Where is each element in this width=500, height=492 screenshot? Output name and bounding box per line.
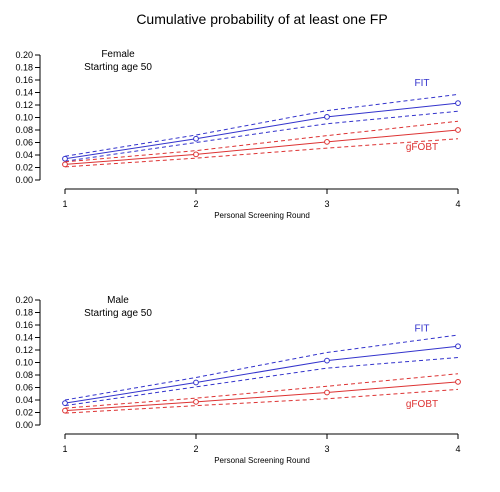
y-tick-label: 0.12 xyxy=(15,100,33,110)
series-line xyxy=(64,129,459,165)
y-tick-label: 0.18 xyxy=(15,308,33,318)
data-point xyxy=(455,343,461,350)
x-axis-label: Personal Screening Round xyxy=(214,456,310,465)
data-point xyxy=(62,407,68,414)
data-point xyxy=(193,135,199,142)
y-tick-label: 0.06 xyxy=(15,383,33,393)
data-point xyxy=(455,378,461,385)
panel-male: 0.00 0.02 0.04 0.06 0.08 0.10 0.12 0.14 0.16 0.18… xyxy=(15,295,461,465)
data-point xyxy=(455,100,461,107)
y-tick-label: 0.20 xyxy=(15,295,33,305)
y-tick-label: 0.14 xyxy=(15,88,33,98)
series-label: gFOBT xyxy=(406,142,438,153)
y-tick-label: 0.16 xyxy=(15,320,33,330)
y-tick-label: 0.12 xyxy=(15,345,33,355)
x-tick-label: 3 xyxy=(324,199,329,209)
data-point xyxy=(62,155,68,162)
data-point xyxy=(62,400,68,407)
data-point xyxy=(455,127,461,133)
panel-female: 0.00 0.02 0.04 0.06 0.08 0.10 0.12 0.14 0.16 0.18… xyxy=(15,49,461,220)
series-label: FIT xyxy=(415,323,430,334)
series-fit: FIT xyxy=(62,323,461,407)
series-label: gFOBT xyxy=(406,399,438,410)
y-tick-label: 0.00 xyxy=(15,175,33,185)
series-upper-bound-line xyxy=(64,334,459,401)
series-upper-bound-line xyxy=(64,93,459,157)
y-tick-label: 0.20 xyxy=(15,50,33,60)
data-point xyxy=(193,379,199,386)
series-upper-bound-line xyxy=(64,373,459,409)
y-tick-label: 0.14 xyxy=(15,333,33,343)
y-tick-label: 0.08 xyxy=(15,125,33,135)
data-point xyxy=(193,398,199,405)
y-tick-label: 0.16 xyxy=(15,75,33,85)
series-line xyxy=(64,102,459,160)
data-point xyxy=(324,357,330,364)
x-tick-label: 1 xyxy=(62,199,67,209)
series-lower-bound-line xyxy=(64,110,459,162)
data-point xyxy=(324,138,330,145)
series-fit: FIT xyxy=(62,78,461,162)
data-point xyxy=(193,151,199,158)
panel-annotation: Starting age 50 xyxy=(84,62,152,73)
data-point xyxy=(324,113,330,120)
x-axis-label: Personal Screening Round xyxy=(214,211,310,220)
series-upper-bound-line xyxy=(64,120,459,163)
data-point xyxy=(62,161,68,168)
y-tick-label: 0.18 xyxy=(15,63,33,73)
x-tick-label: 4 xyxy=(455,444,460,454)
series-gfobt: gFOBT xyxy=(62,373,461,414)
series-label: FIT xyxy=(415,78,430,89)
x-tick-label: 2 xyxy=(193,199,198,209)
chart-title: Cumulative probability of at least one F… xyxy=(136,11,387,27)
x-tick-label: 2 xyxy=(193,444,198,454)
panel-annotation: Male xyxy=(107,295,129,306)
y-tick-label: 0.04 xyxy=(15,150,33,160)
series-line xyxy=(64,381,459,412)
panel-annotation: Starting age 50 xyxy=(84,308,152,319)
y-tick-label: 0.10 xyxy=(15,113,33,123)
series-gfobt: gFOBT xyxy=(62,120,461,168)
y-tick-label: 0.02 xyxy=(15,408,33,418)
x-tick-label: 3 xyxy=(324,444,329,454)
y-tick-label: 0.10 xyxy=(15,358,33,368)
x-tick-label: 4 xyxy=(455,199,460,209)
series-lower-bound-line xyxy=(64,138,459,168)
y-tick-label: 0.04 xyxy=(15,395,33,405)
y-tick-label: 0.02 xyxy=(15,163,33,173)
x-tick-label: 1 xyxy=(62,444,67,454)
series-lower-bound-line xyxy=(64,357,459,407)
y-tick-label: 0.06 xyxy=(15,138,33,148)
series-lower-bound-line xyxy=(64,388,459,414)
y-tick-label: 0.08 xyxy=(15,370,33,380)
series-line xyxy=(64,345,459,404)
panel-annotation: Female xyxy=(101,49,135,60)
y-tick-label: 0.00 xyxy=(15,420,33,430)
data-point xyxy=(324,389,330,396)
